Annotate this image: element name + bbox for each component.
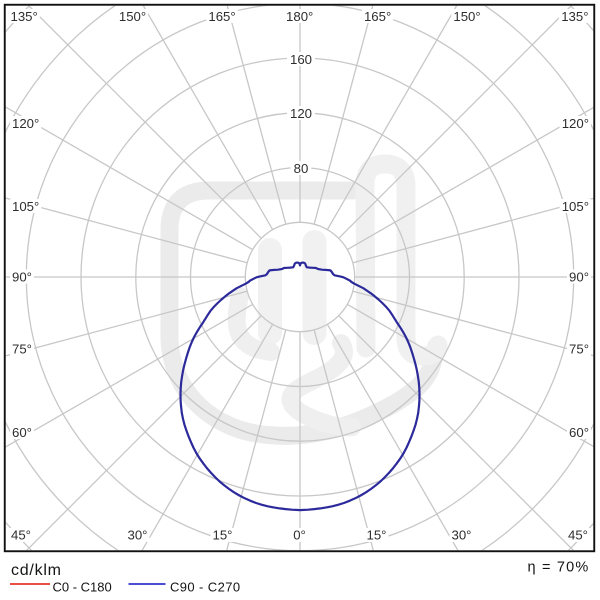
svg-text:75°: 75° bbox=[569, 342, 589, 357]
svg-text:C90 - C270: C90 - C270 bbox=[170, 580, 240, 595]
svg-text:150°: 150° bbox=[453, 9, 480, 24]
svg-text:120: 120 bbox=[290, 106, 312, 121]
svg-text:180°: 180° bbox=[286, 9, 313, 24]
svg-text:165°: 165° bbox=[364, 9, 391, 24]
svg-text:105°: 105° bbox=[12, 199, 39, 214]
svg-text:90°: 90° bbox=[12, 270, 32, 285]
svg-text:120°: 120° bbox=[562, 116, 589, 131]
svg-text:160: 160 bbox=[290, 52, 312, 67]
svg-text:90°: 90° bbox=[569, 270, 589, 285]
svg-text:60°: 60° bbox=[12, 425, 32, 440]
svg-text:165°: 165° bbox=[208, 9, 235, 24]
svg-text:0°: 0° bbox=[293, 528, 306, 543]
svg-text:C0 - C180: C0 - C180 bbox=[53, 580, 112, 595]
svg-text:η = 70%: η = 70% bbox=[527, 560, 589, 576]
svg-text:45°: 45° bbox=[568, 528, 588, 543]
svg-text:80: 80 bbox=[294, 161, 309, 176]
svg-text:135°: 135° bbox=[561, 9, 588, 24]
svg-text:105°: 105° bbox=[562, 199, 589, 214]
svg-text:15°: 15° bbox=[213, 528, 233, 543]
svg-text:45°: 45° bbox=[11, 528, 31, 543]
svg-text:120°: 120° bbox=[12, 116, 39, 131]
svg-text:cd/klm: cd/klm bbox=[11, 562, 62, 579]
svg-text:135°: 135° bbox=[11, 9, 38, 24]
svg-text:60°: 60° bbox=[569, 425, 589, 440]
svg-text:150°: 150° bbox=[119, 9, 146, 24]
svg-text:30°: 30° bbox=[128, 528, 148, 543]
svg-text:75°: 75° bbox=[12, 342, 32, 357]
svg-text:15°: 15° bbox=[367, 528, 387, 543]
svg-text:30°: 30° bbox=[452, 528, 472, 543]
